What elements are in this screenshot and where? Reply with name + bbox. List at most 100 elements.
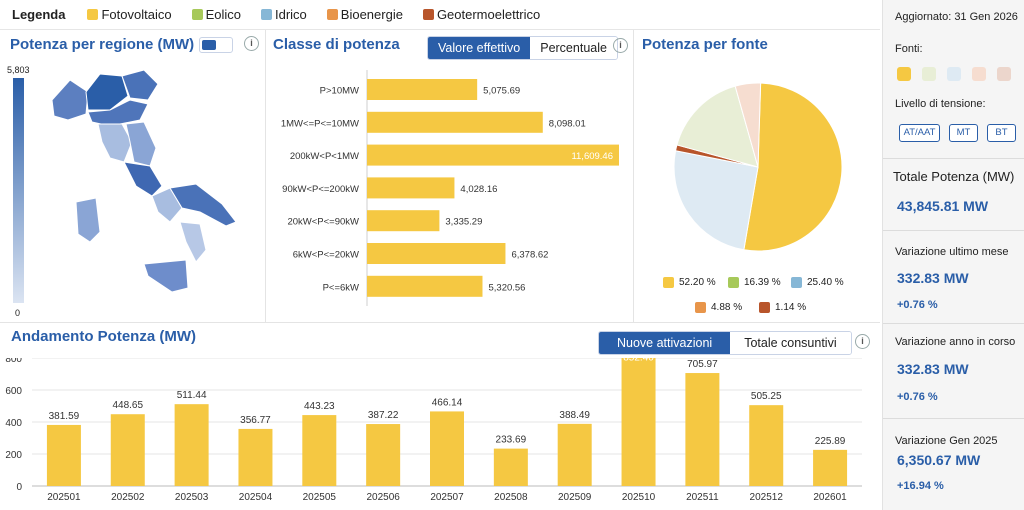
- region-calabria: [179, 221, 207, 263]
- toggle-percentuale[interactable]: Percentuale: [530, 37, 617, 59]
- fonte-toggle[interactable]: [972, 67, 986, 81]
- trend-value-label: 225.89: [815, 436, 846, 447]
- trend-value-label: 387.22: [368, 410, 399, 421]
- pie-legend-label: 25.40 %: [807, 277, 844, 288]
- toggle-totale-consuntivi[interactable]: Totale consuntivi: [730, 332, 851, 354]
- class-bar[interactable]: [367, 210, 440, 232]
- pie-legend-item[interactable]: 16.39 %: [728, 277, 781, 288]
- legend-item[interactable]: Idrico: [260, 7, 307, 22]
- trend-bar[interactable]: [238, 428, 273, 486]
- fonte-toggle[interactable]: [997, 67, 1011, 81]
- trend-bar[interactable]: [430, 411, 464, 486]
- region-sicilia: [143, 259, 189, 293]
- legend-bar: Legenda Fotovoltaico Eolico Idrico Bioenerg…: [0, 0, 880, 30]
- class-category-label: P>10MW: [320, 86, 359, 97]
- class-bar-chart: P>10MW 5,075.69 1MW<=P<=10MW 8,098.01 200kW<…: [281, 70, 619, 306]
- trend-bar[interactable]: [110, 414, 145, 486]
- class-bar[interactable]: [367, 177, 455, 199]
- class-bar[interactable]: [367, 275, 483, 297]
- legend-label: Geotermoelettrico: [436, 7, 541, 22]
- class-bar[interactable]: [367, 111, 543, 133]
- class-bar[interactable]: [367, 79, 478, 100]
- trend-toggle: Nuove attivazioni Totale consuntivi: [598, 331, 852, 355]
- class-bar[interactable]: [367, 243, 506, 264]
- legend-swatch: [191, 9, 203, 20]
- toggle-nuove-attivazioni[interactable]: Nuove attivazioni: [599, 332, 731, 354]
- class-bar[interactable]: [367, 144, 619, 166]
- pie-legend-label: 1.14 %: [775, 302, 807, 313]
- toggle-valore-effettivo[interactable]: Valore effettivo: [428, 37, 531, 59]
- legend-item[interactable]: Bioenergie: [326, 7, 403, 22]
- pie-legend-item[interactable]: 25.40 %: [791, 277, 844, 288]
- region-puglia: [169, 183, 237, 227]
- pie-legend-swatch: [728, 277, 739, 288]
- region-campania: [151, 187, 183, 223]
- trend-bar[interactable]: [366, 424, 401, 486]
- total-value: 43,845.81 MW: [897, 198, 989, 214]
- pie-legend-swatch: [791, 277, 802, 288]
- tensione-filter: AT/AAT MT BT: [899, 124, 1016, 142]
- trend-bar[interactable]: [557, 423, 592, 486]
- class-value-label: 4,028.16: [460, 184, 497, 195]
- divider: [0, 322, 880, 323]
- legend-label: Eolico: [205, 7, 241, 22]
- region-lombardia: [85, 73, 129, 111]
- class-info-icon[interactable]: i: [613, 38, 628, 53]
- pie-legend-label: 16.39 %: [744, 277, 781, 288]
- source-pie-chart: [673, 82, 843, 252]
- class-panel-title: Classe di potenza: [273, 36, 400, 53]
- trend-bar[interactable]: [813, 449, 848, 486]
- year-pct: +0.76 %: [897, 391, 938, 403]
- region-toggle[interactable]: [199, 37, 233, 53]
- pie-legend-item[interactable]: 4.88 %: [695, 302, 742, 313]
- trend-bar[interactable]: [302, 415, 337, 486]
- class-category-label: 20kW<P<=90kW: [287, 217, 359, 228]
- tensione-button[interactable]: BT: [987, 124, 1016, 142]
- pie-slice[interactable]: [734, 82, 762, 168]
- legend-item[interactable]: Eolico: [191, 7, 241, 22]
- legend-item[interactable]: Geotermoelettrico: [422, 7, 541, 22]
- pie-legend-item[interactable]: 52.20 %: [663, 277, 716, 288]
- trend-bar[interactable]: [685, 373, 720, 486]
- trend-info-icon[interactable]: i: [855, 334, 870, 349]
- trend-bar[interactable]: [749, 405, 784, 486]
- trend-value-label: 705.97: [687, 359, 718, 370]
- pie-slice[interactable]: [673, 150, 759, 251]
- trend-bar[interactable]: [46, 424, 81, 486]
- fonte-toggle[interactable]: [897, 67, 911, 81]
- trend-bar[interactable]: [493, 448, 528, 486]
- fonte-toggle[interactable]: [947, 67, 961, 81]
- divider: [265, 30, 266, 322]
- legend-swatch: [326, 9, 338, 20]
- region-emilia: [87, 99, 149, 127]
- tensione-button[interactable]: AT/AAT: [899, 124, 940, 142]
- x-tick-label: 202511: [686, 492, 719, 503]
- trend-bar[interactable]: [621, 358, 656, 486]
- region-info-icon[interactable]: i: [244, 36, 259, 51]
- y-tick-label: 400: [5, 418, 22, 429]
- pie-legend-swatch: [663, 277, 674, 288]
- pie-slice[interactable]: [743, 82, 843, 252]
- pie-legend-swatch: [759, 302, 770, 313]
- gen-value: 6,350.67 MW: [897, 452, 981, 468]
- region-centro: [125, 121, 157, 167]
- trend-panel-title: Andamento Potenza (MW): [11, 328, 196, 345]
- trend-bar[interactable]: [174, 404, 209, 486]
- pie-legend-label: 4.88 %: [711, 302, 743, 313]
- legend-label: Idrico: [274, 7, 307, 22]
- fonte-toggle[interactable]: [922, 67, 936, 81]
- x-tick-label: 202512: [750, 492, 784, 503]
- region-north-east: [121, 69, 159, 101]
- trend-value-label: 466.14: [432, 397, 463, 408]
- pie-slice[interactable]: [676, 85, 759, 168]
- trend-value-label: 511.44: [177, 390, 207, 401]
- class-category-label: 90kW<P<=200kW: [282, 184, 359, 195]
- pie-legend: 52.20 % 16.39 % 25.40 % 4.88 % 1.14 %: [655, 272, 875, 317]
- italy-map[interactable]: [40, 62, 250, 317]
- legend-item[interactable]: Fotovoltaico: [87, 7, 172, 22]
- x-tick-label: 202504: [239, 492, 273, 503]
- pie-legend-item[interactable]: 1.14 %: [759, 302, 806, 313]
- y-tick-label: 200: [5, 450, 22, 461]
- tensione-button[interactable]: MT: [949, 124, 978, 142]
- region-north-west: [51, 79, 89, 121]
